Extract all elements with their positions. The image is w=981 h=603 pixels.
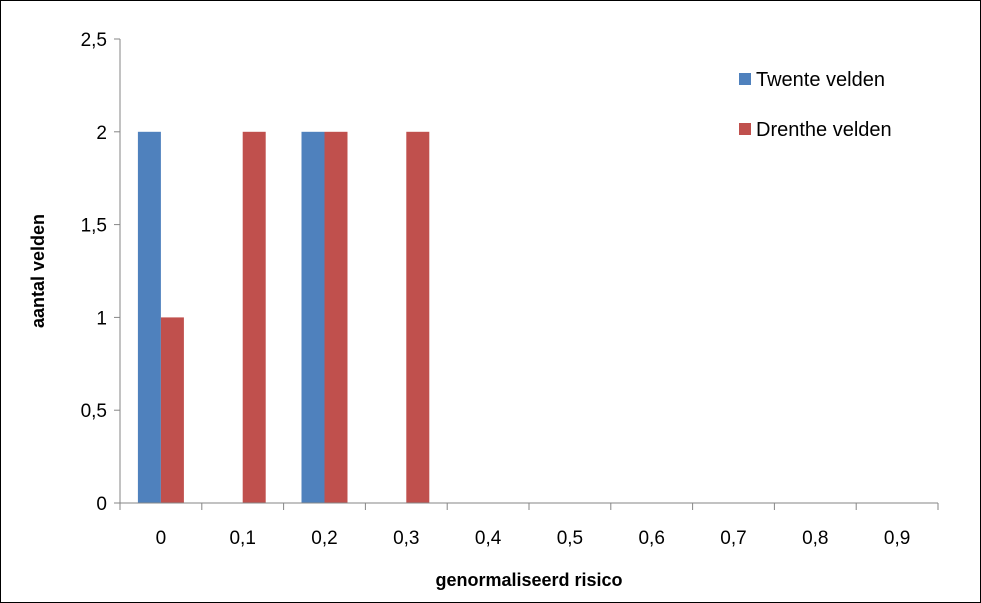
x-tick-label: 0,4 [475,528,502,549]
x-tick-label: 0,8 [802,528,828,549]
x-tick-label: 0 [156,528,167,549]
y-tick-label: 1,5 [81,216,107,237]
x-axis-title: genormaliseerd risico [435,570,622,590]
y-axis-title: aantal velden [28,214,48,328]
y-tick-label: 0,5 [81,401,107,422]
x-tick-label: 0,5 [557,528,583,549]
x-tick-label: 0,7 [720,528,746,549]
bar-twente-0 [137,131,161,504]
x-tick-label: 0,2 [311,528,337,549]
bar-drenthe-1 [242,131,266,504]
bar-twente-2 [301,131,325,504]
ticks-layer: 0 0,5 1 1,5 2 2,5 0 0,1 0,2 0,3 0,4 0,5 0,6 0,7 0,8 0,9 [81,30,939,549]
x-tick-label: 0,6 [638,528,664,549]
x-tick-label: 0,1 [229,528,255,549]
y-tick-label: 0 [96,494,107,515]
bar-drenthe-2 [324,131,348,504]
y-tick-label: 2 [96,123,107,144]
x-tick-label: 0,9 [884,528,910,549]
legend-label-drenthe: Drenthe velden [756,119,892,141]
x-tick-label: 0,3 [393,528,419,549]
legend-swatch-drenthe [739,123,751,135]
bars-layer [137,131,430,504]
legend-label-twente: Twente velden [756,69,885,91]
legend-swatch-twente [739,73,751,85]
y-tick-label: 1 [96,308,107,329]
bar-drenthe-3 [406,131,430,504]
legend: Twente velden Drenthe velden [739,69,892,141]
y-tick-label: 2,5 [81,30,107,51]
bar-drenthe-0 [160,317,184,503]
